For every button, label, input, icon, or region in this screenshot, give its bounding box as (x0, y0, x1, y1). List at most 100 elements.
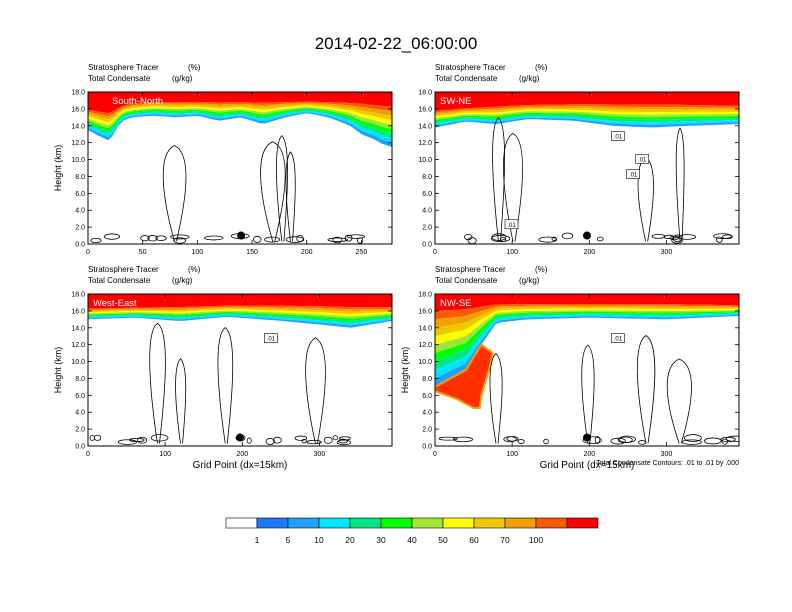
cloud-contour (722, 234, 733, 240)
cross-section-center-marker (236, 433, 244, 442)
convective-contour (581, 344, 595, 444)
x-tick-label: 300 (661, 249, 673, 256)
subtitle-condensate-unit: (g/kg) (172, 74, 193, 83)
colorbar-swatch (535, 517, 568, 529)
cloud-contour (170, 234, 190, 240)
tracer-band-1 (435, 92, 739, 111)
y-tick-label: 6.0 (75, 393, 85, 400)
y-tick-label: 16.0 (71, 308, 85, 315)
contour-label-box (611, 333, 625, 343)
panel-2: 0.0 2.0 4.0 6.0 8.0 10.0 12.0 14.0 16.0 18.0 0 100 2… (418, 63, 740, 256)
y-tick-label: 16.0 (71, 106, 85, 113)
colorbar-label: 100 (529, 535, 543, 545)
tracer-band-6 (435, 111, 739, 120)
colorbar-label: 30 (376, 535, 386, 545)
cloud-contour (503, 436, 517, 443)
tracer-fill (88, 294, 392, 328)
y-tick-label: 4.0 (422, 410, 432, 417)
colorbar-swatch (380, 517, 413, 529)
cloud-contour (438, 436, 458, 441)
cloud-contour (117, 439, 137, 445)
cloud-contour (721, 438, 728, 445)
x-tick-label: 200 (236, 451, 248, 458)
cloud-contour (681, 439, 702, 445)
panel-3: 0.0 2.0 4.0 6.0 8.0 10.0 12.0 14.0 16.0 18.0 0 100 2… (53, 265, 393, 471)
cloud-contour (716, 236, 723, 243)
panel-label: NW-SE (440, 298, 472, 309)
y-tick-label: 18.0 (71, 90, 85, 97)
cloud-contour (306, 439, 322, 445)
cloud-contour (453, 436, 473, 443)
y-tick-label: 4.0 (422, 208, 432, 215)
contour-label: .01 (614, 135, 623, 141)
subtitle-condensate-unit: (g/kg) (172, 276, 193, 285)
subtitle-tracer-unit: (%) (188, 63, 201, 72)
y-tick-label: 18.0 (418, 292, 432, 299)
cloud-contour (296, 234, 304, 242)
cloud-contour (491, 233, 507, 241)
subtitle-condensate: Total Condensate (435, 276, 498, 285)
condensate-contours (438, 335, 739, 445)
panel-label: West-East (93, 298, 137, 309)
y-tick-label: 8.0 (422, 174, 432, 181)
y-tick-label: 0.0 (75, 444, 85, 451)
cloud-contour (684, 434, 702, 442)
subtitle-condensate: Total Condensate (88, 74, 151, 83)
subtitle-tracer: Stratosphere Tracer (435, 63, 506, 72)
x-tick-label: 200 (301, 249, 313, 256)
cloud-contour (264, 236, 281, 243)
tropopause-fold (435, 343, 495, 409)
cloud-contour (129, 437, 145, 443)
convective-contour (675, 127, 685, 242)
cloud-contour (610, 437, 626, 445)
cloud-contour (561, 232, 574, 240)
y-tick-label: 10.0 (418, 157, 432, 164)
cross-section-center-marker (583, 231, 591, 240)
y-tick-label: 10.0 (71, 359, 85, 366)
tracer-band-5 (88, 309, 392, 317)
tracer-band-8 (88, 313, 392, 324)
y-tick-label: 10.0 (71, 157, 85, 164)
panel-label: South-North (112, 96, 163, 107)
convective-contour (666, 358, 692, 444)
colorbar-swatch (287, 517, 320, 529)
y-tick-label: 12.0 (71, 342, 85, 349)
colorbar-swatch (411, 517, 444, 529)
tracer-band-2 (88, 305, 392, 310)
cross-section-center-marker (237, 231, 246, 240)
tracer-band-8 (435, 114, 739, 124)
convective-contour (285, 151, 296, 242)
cloud-contour (517, 439, 525, 444)
colorbar: 1 5 10 20 30 40 50 60 70 100 (225, 517, 599, 545)
contour-label: .01 (638, 157, 647, 163)
y-tick-label: 2.0 (422, 225, 432, 232)
subtitle-condensate-unit: (g/kg) (519, 74, 540, 83)
cloud-contour (147, 235, 158, 242)
y-tick-label: 8.0 (422, 376, 432, 383)
axes: 0.0 2.0 4.0 6.0 8.0 10.0 12.0 14.0 16.0 18.0 0 50 10… (71, 90, 392, 256)
cloud-contour (246, 437, 252, 444)
y-axis-label: Height (km) (53, 347, 63, 394)
cloud-contour (103, 233, 121, 240)
convective-contour (260, 141, 286, 242)
y-tick-label: 4.0 (75, 208, 85, 215)
y-tick-label: 0.0 (75, 242, 85, 249)
y-tick-label: 18.0 (71, 292, 85, 299)
panel-1: 0.0 2.0 4.0 6.0 8.0 10.0 12.0 14.0 16.0 18.0 0 50 10… (53, 63, 393, 256)
subtitle-tracer: Stratosphere Tracer (88, 63, 159, 72)
y-tick-label: 18.0 (418, 90, 432, 97)
cloud-contour (336, 439, 351, 446)
tracer-band-9 (435, 116, 739, 126)
colorbar-swatch (566, 517, 599, 529)
plot-frame (434, 91, 740, 245)
y-tick-label: 4.0 (75, 410, 85, 417)
tracer-band-7 (88, 312, 392, 321)
x-tick-label: 300 (314, 451, 326, 458)
cloud-contour (672, 234, 683, 243)
y-tick-label: 12.0 (71, 140, 85, 147)
cloud-contour (347, 234, 365, 239)
cloud-contour (93, 434, 102, 441)
subtitle-condensate: Total Condensate (88, 276, 151, 285)
x-tick-label: 100 (192, 249, 204, 256)
contour-label-box (264, 333, 278, 343)
